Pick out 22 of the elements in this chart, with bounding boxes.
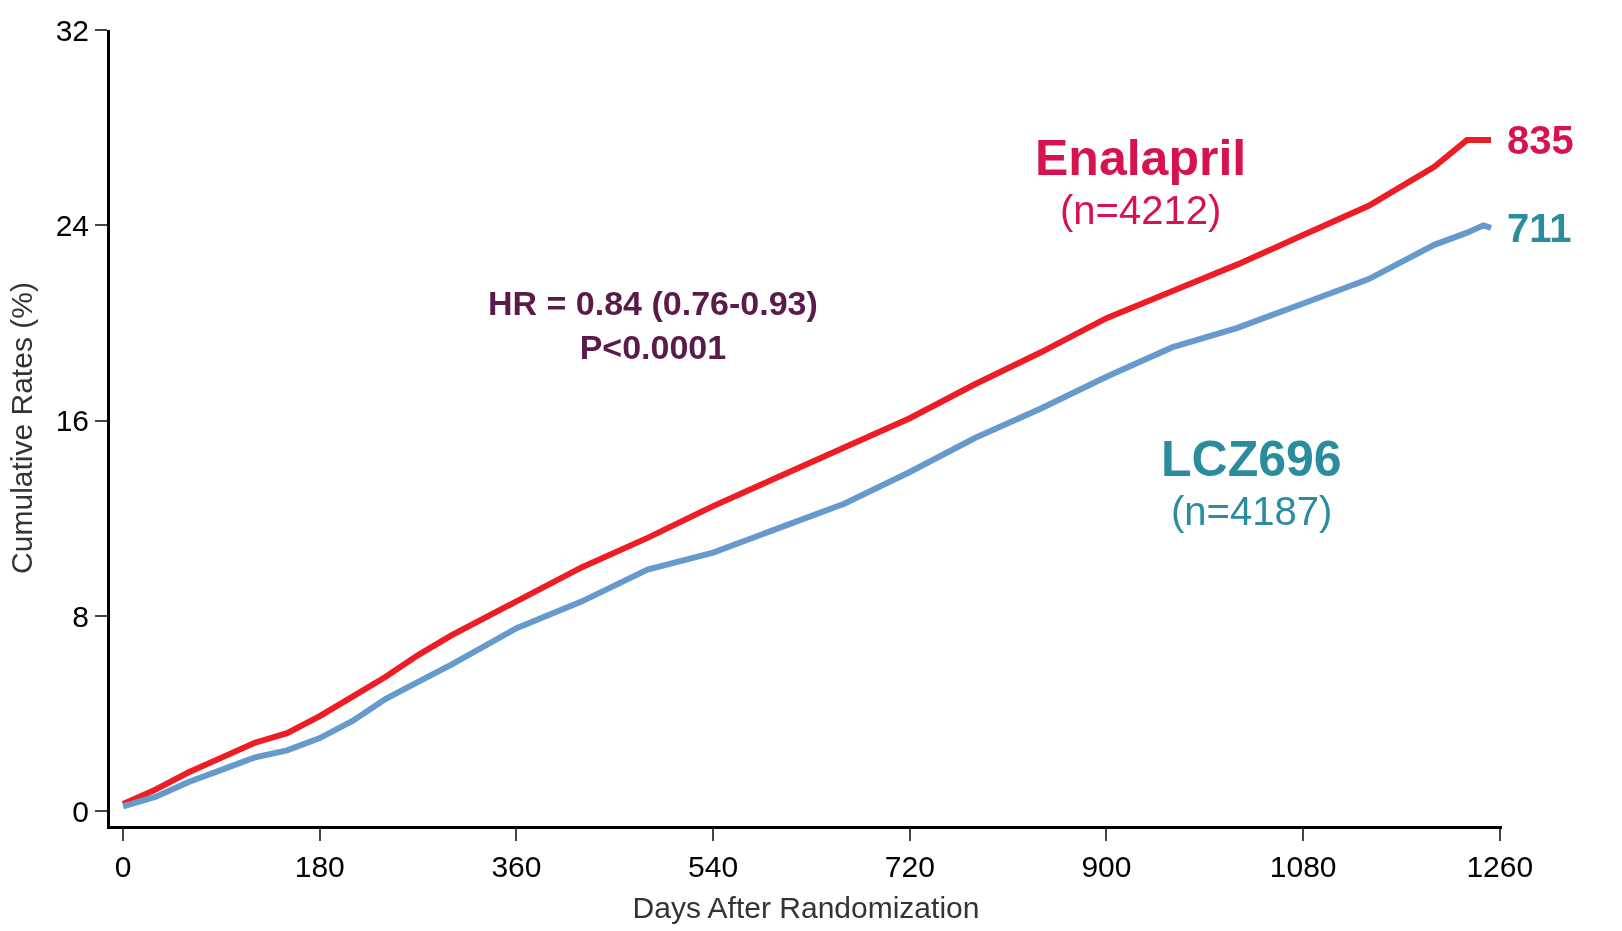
series-label: LCZ696 — [1161, 431, 1342, 487]
x-tick-label: 720 — [884, 850, 935, 883]
y-tick-label: 32 — [55, 13, 89, 47]
annotation: 711 — [1507, 206, 1572, 250]
annotation: 835 — [1507, 118, 1574, 162]
y-axis-title: Cumulative Rates (%) — [4, 282, 38, 574]
series-label: Enalapril — [1035, 130, 1247, 186]
x-tick-label: 180 — [294, 850, 345, 883]
annotation: (n=4187) — [1171, 489, 1333, 533]
x-tick-label: 360 — [491, 850, 542, 883]
y-tick-label: 24 — [55, 208, 89, 242]
x-tick-label: 900 — [1081, 850, 1132, 883]
x-tick-label: 0 — [114, 850, 132, 883]
x-tick-label: 1260 — [1466, 850, 1534, 883]
x-tick-label: 1080 — [1269, 850, 1337, 883]
x-axis-title: Days After Randomization — [632, 890, 980, 924]
x-tick-label: 540 — [688, 850, 739, 883]
y-tick-label: 16 — [55, 404, 89, 438]
annotation: (n=4212) — [1060, 188, 1222, 232]
y-tick-label: 0 — [72, 794, 89, 828]
y-tick-label: 8 — [72, 599, 89, 633]
annotation: HR = 0.84 (0.76-0.93) P<0.0001 — [488, 284, 818, 367]
